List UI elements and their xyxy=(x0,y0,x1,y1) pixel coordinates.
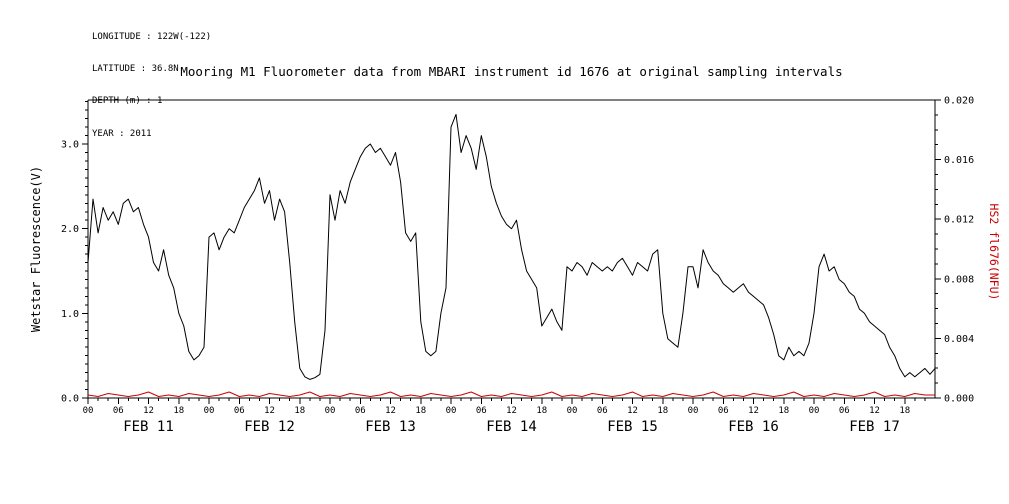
svg-text:18: 18 xyxy=(415,406,426,416)
svg-text:06: 06 xyxy=(113,406,124,416)
svg-text:12: 12 xyxy=(264,406,275,416)
meta-year: YEAR : 2011 xyxy=(92,128,152,139)
svg-text:00: 00 xyxy=(688,406,699,416)
svg-text:00: 00 xyxy=(567,406,578,416)
svg-text:12: 12 xyxy=(143,406,154,416)
svg-text:0.008: 0.008 xyxy=(944,274,974,285)
svg-text:18: 18 xyxy=(657,406,668,416)
hs2-fl676-series xyxy=(87,391,935,397)
svg-text:FEB 13: FEB 13 xyxy=(365,419,416,435)
svg-text:FEB 11: FEB 11 xyxy=(123,419,174,435)
svg-text:0.0: 0.0 xyxy=(61,394,79,405)
svg-text:FEB 12: FEB 12 xyxy=(244,419,295,435)
svg-text:0.020: 0.020 xyxy=(944,96,974,107)
svg-text:12: 12 xyxy=(869,406,880,416)
svg-text:06: 06 xyxy=(476,406,487,416)
meta-depth: DEPTH (m) : 1 xyxy=(92,96,163,107)
svg-text:12: 12 xyxy=(627,406,638,416)
svg-text:12: 12 xyxy=(506,406,517,416)
svg-text:0.012: 0.012 xyxy=(944,215,974,226)
svg-text:18: 18 xyxy=(173,406,184,416)
svg-text:00: 00 xyxy=(204,406,215,416)
svg-text:06: 06 xyxy=(597,406,608,416)
svg-text:FEB 16: FEB 16 xyxy=(728,419,779,435)
svg-text:0.016: 0.016 xyxy=(944,155,974,166)
svg-text:0.004: 0.004 xyxy=(944,334,974,345)
chart-title: Mooring M1 Fluorometer data from MBARI i… xyxy=(180,64,843,79)
svg-text:FEB 14: FEB 14 xyxy=(486,419,537,435)
svg-text:06: 06 xyxy=(234,406,245,416)
svg-text:18: 18 xyxy=(899,406,910,416)
svg-text:00: 00 xyxy=(809,406,820,416)
svg-text:1.0: 1.0 xyxy=(61,309,79,320)
axes: 0.0 1.0 2.0 3.0 0.000 0.004 0.008 0.012 0.016 0.0… xyxy=(29,96,1001,436)
svg-text:12: 12 xyxy=(748,406,759,416)
left-axis-title: Wetstar Fluorescence(V) xyxy=(29,166,43,332)
meta-longitude: LONGITUDE : 122W(-122) xyxy=(92,31,212,42)
svg-text:0.000: 0.000 xyxy=(944,394,974,405)
svg-text:06: 06 xyxy=(355,406,366,416)
svg-text:06: 06 xyxy=(718,406,729,416)
svg-text:00: 00 xyxy=(325,406,336,416)
right-axis-title: HS2 fl676(NFU) xyxy=(987,204,1001,301)
svg-text:FEB 17: FEB 17 xyxy=(849,419,900,435)
svg-text:12: 12 xyxy=(385,406,396,416)
svg-text:3.0: 3.0 xyxy=(61,140,79,151)
station-metadata: LONGITUDE : 122W(-122) LATITUDE : 36.8N … xyxy=(92,10,211,161)
svg-text:FEB 15: FEB 15 xyxy=(607,419,658,435)
meta-latitude: LATITUDE : 36.8N xyxy=(92,63,179,74)
svg-text:18: 18 xyxy=(778,406,789,416)
svg-text:06: 06 xyxy=(839,406,850,416)
svg-text:2.0: 2.0 xyxy=(61,224,79,235)
svg-text:00: 00 xyxy=(446,406,457,416)
svg-text:00: 00 xyxy=(83,406,94,416)
wetstar-fluorescence-series xyxy=(87,113,936,380)
svg-text:18: 18 xyxy=(536,406,547,416)
svg-text:18: 18 xyxy=(294,406,305,416)
